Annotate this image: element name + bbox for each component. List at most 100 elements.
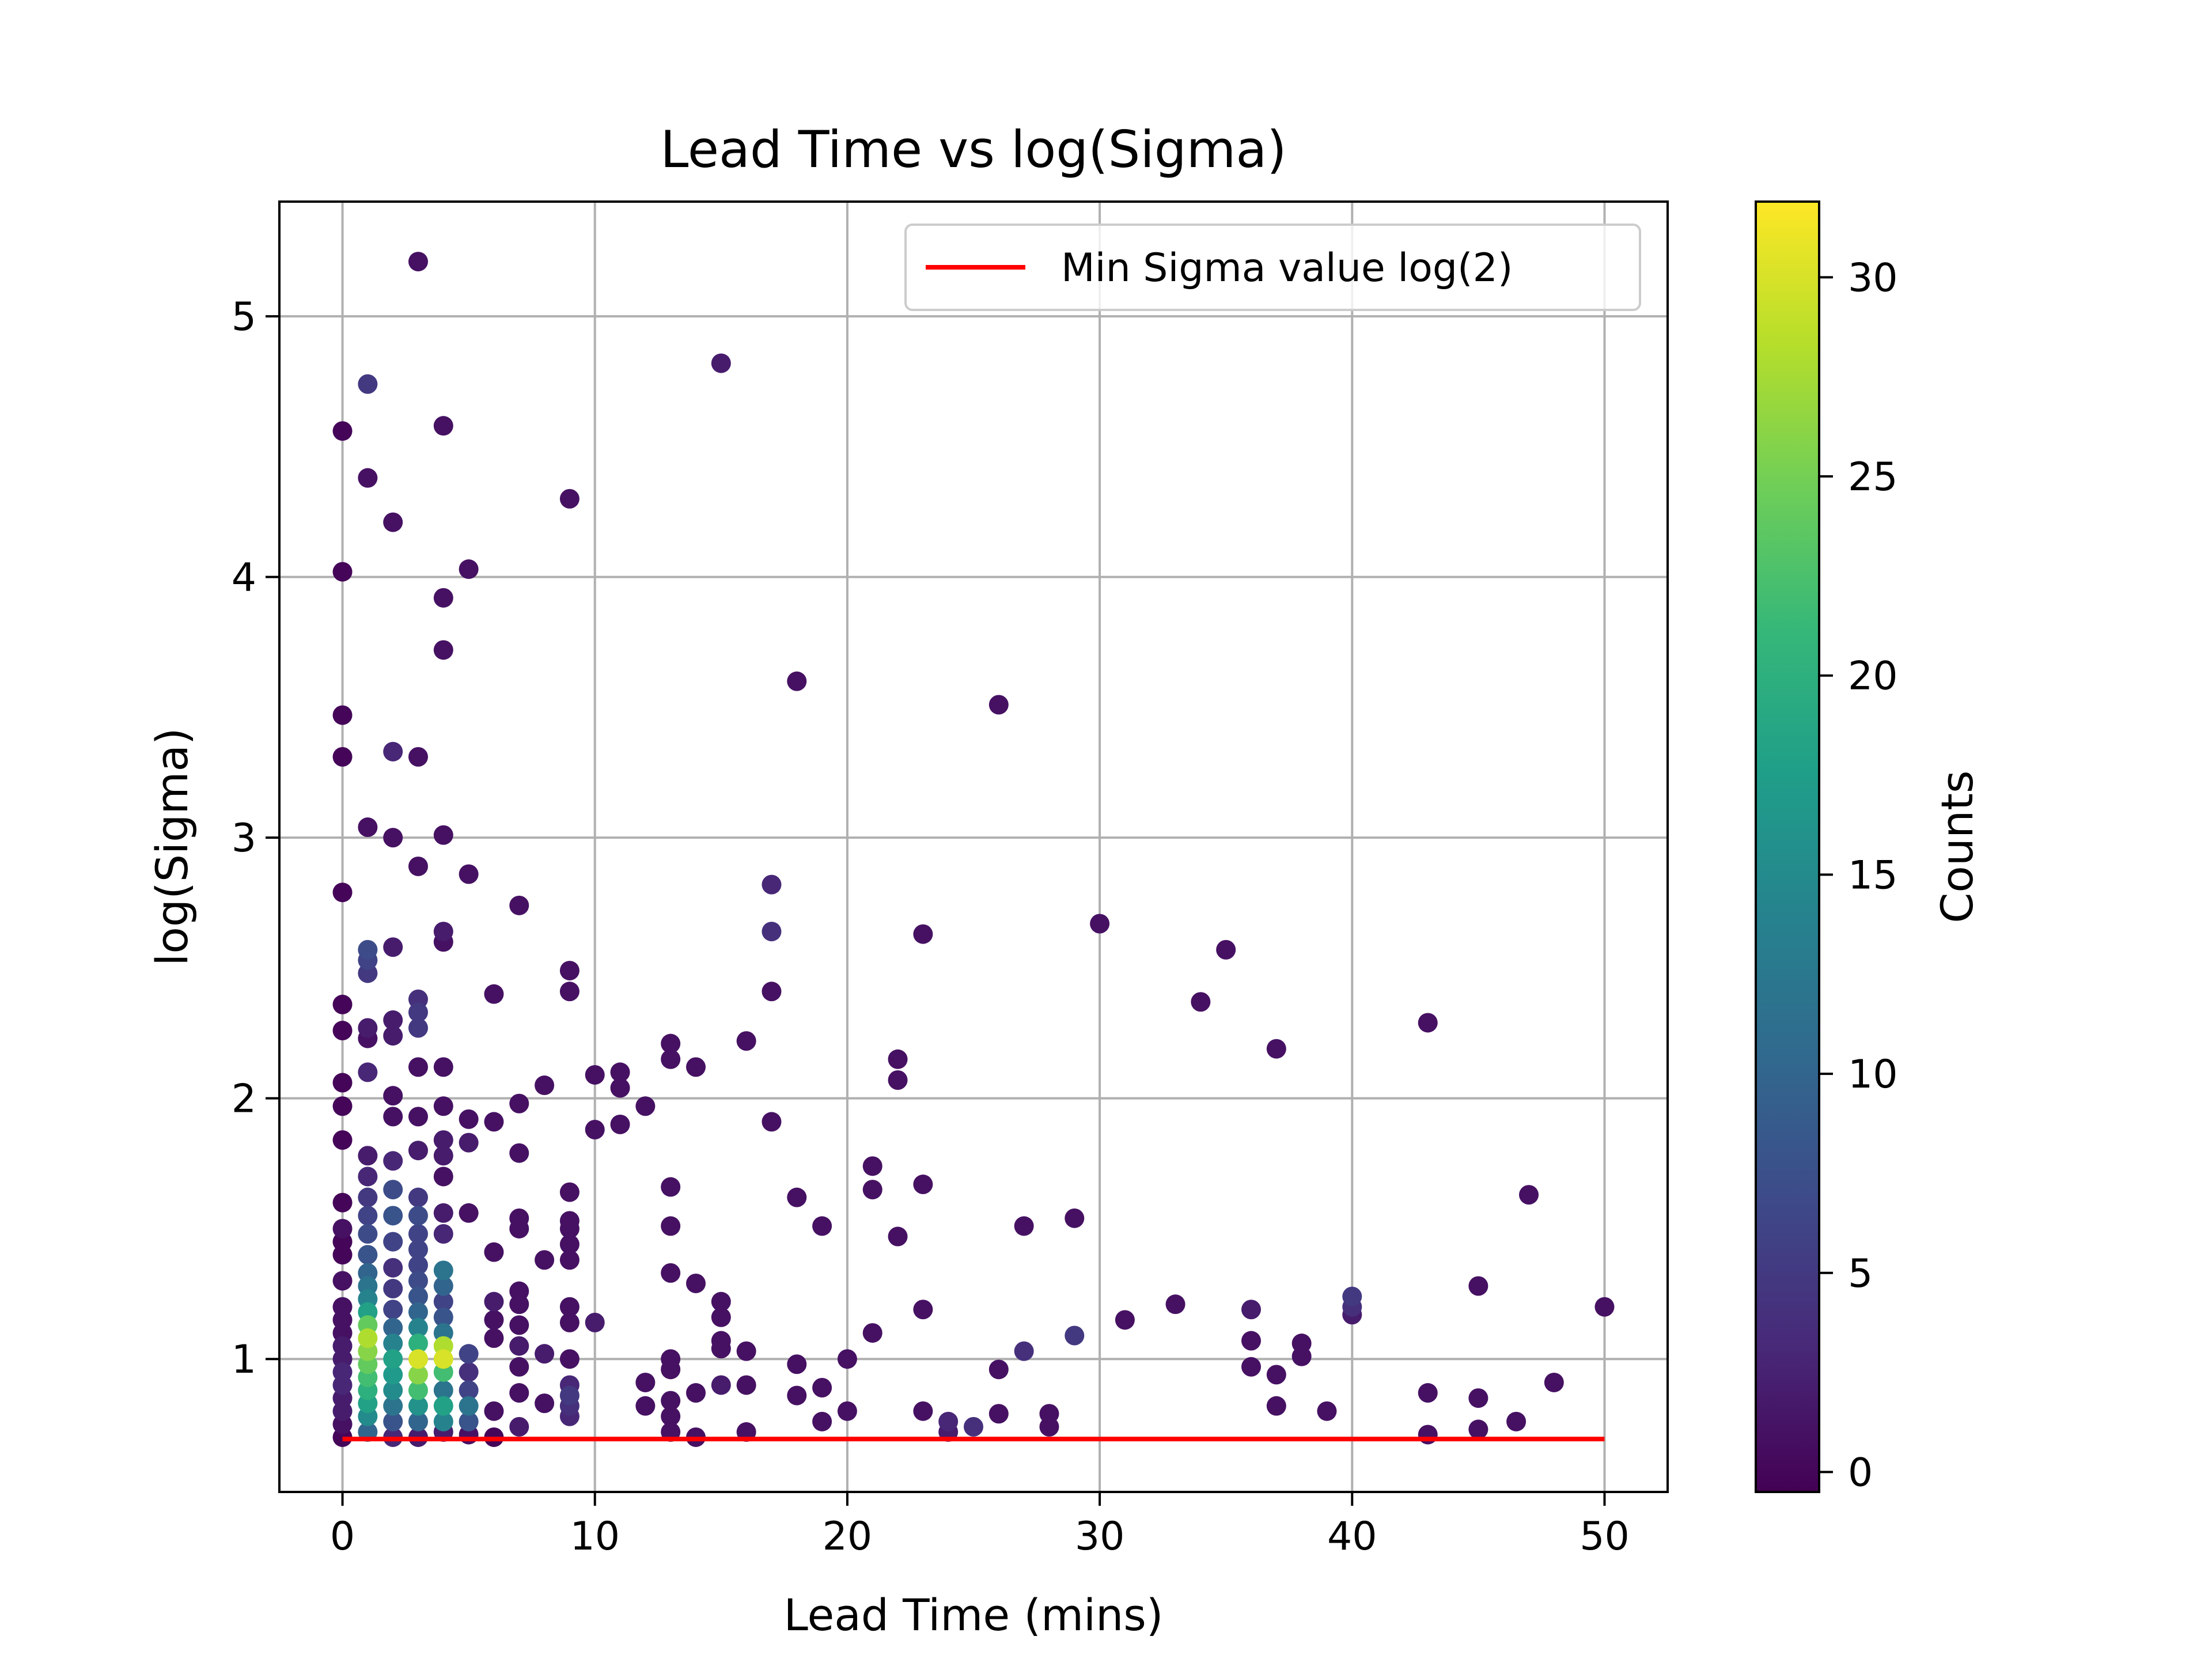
data-point [383,1365,403,1385]
data-point [535,1250,555,1270]
data-point [736,1031,756,1051]
data-point [383,1411,403,1431]
data-point [459,1344,479,1364]
data-point [408,856,428,876]
x-tick-label: 30 [1075,1514,1125,1559]
data-point [459,1396,479,1416]
data-point [383,1300,403,1320]
data-point [837,1401,857,1421]
y-tick-label: 3 [232,816,256,861]
colorbar-tick-label: 15 [1848,853,1898,898]
data-point [535,1344,555,1364]
data-point [358,1187,378,1207]
data-point [1418,1013,1438,1033]
data-point [711,353,731,373]
data-point [408,747,428,767]
data-point [1191,992,1211,1012]
data-point [332,882,353,903]
data-point [408,1286,428,1306]
data-point [433,1260,453,1281]
data-point [762,922,782,942]
data-point [509,1336,529,1356]
data-point [559,1234,579,1255]
data-point [1468,1419,1488,1440]
data-point [433,640,453,660]
data-point [332,994,353,1014]
data-point [509,1143,529,1163]
data-point [862,1323,882,1343]
data-point [433,825,453,845]
data-point [509,1093,529,1113]
data-point [408,1107,428,1127]
data-point [484,1242,504,1262]
data-point [358,817,378,838]
data-point [1266,1396,1286,1416]
x-axis: 0 10 20 30 40 50 [330,1492,1630,1559]
data-point [1317,1401,1337,1421]
data-point [408,1302,428,1322]
data-point [711,1307,731,1327]
data-point [509,1281,529,1301]
data-point [408,1380,428,1400]
data-point [332,1271,353,1291]
data-point [332,1362,353,1382]
data-point [585,1119,605,1139]
data-point [358,1018,378,1038]
data-point [509,1357,529,1377]
data-point [433,1380,453,1400]
colorbar-gradient [1755,200,1820,1493]
data-point [433,1411,453,1431]
data-point [888,1226,908,1247]
data-point [535,1393,555,1414]
data-point [408,1018,428,1038]
data-point [383,1180,403,1200]
data-point [1115,1310,1135,1330]
x-tick-label: 0 [330,1514,355,1559]
x-tick-label: 50 [1580,1514,1630,1559]
data-point [711,1331,731,1351]
legend: Min Sigma value log(2) [904,224,1641,311]
data-point [484,1310,504,1330]
data-point [913,1175,933,1195]
data-point [1014,1341,1034,1361]
data-point [408,1255,428,1275]
data-point [812,1216,832,1236]
data-point [559,1211,579,1231]
data-point [559,1182,579,1202]
data-point [433,1146,453,1166]
colorbar-ticks: 0 5 10 15 20 25 30 [1819,255,1898,1495]
data-point [585,1312,605,1332]
data-point [358,940,378,960]
data-point [686,1383,706,1403]
colorbar: 0 5 10 15 20 25 30 Counts [1755,200,1983,1495]
y-tick-label: 1 [232,1337,256,1382]
data-point [509,1208,529,1228]
y-tick-label: 2 [232,1077,256,1122]
data-point [408,252,428,272]
data-point [559,1349,579,1369]
data-point [332,1192,353,1213]
y-axis: 1 2 3 4 5 [232,294,279,1382]
x-axis-label: Lead Time (mins) [783,1589,1163,1641]
data-point [787,1385,807,1406]
data-point [1468,1388,1488,1408]
data-point [1241,1331,1261,1351]
data-point [686,1273,706,1293]
y-tick-label: 4 [232,555,256,601]
data-point [433,1307,453,1327]
data-point [1291,1334,1312,1354]
data-point [1418,1383,1438,1403]
colorbar-tick-label: 20 [1848,654,1898,699]
y-tick-label: 5 [232,294,256,340]
colorbar-tick-label: 10 [1848,1052,1898,1097]
data-point [332,705,353,725]
data-point [383,1206,403,1226]
data-point [459,1132,479,1153]
data-point [408,1187,428,1207]
data-point [383,1396,403,1416]
data-point [383,1086,403,1106]
data-point [1468,1276,1488,1296]
data-point [433,1166,453,1187]
data-point [988,695,1009,715]
